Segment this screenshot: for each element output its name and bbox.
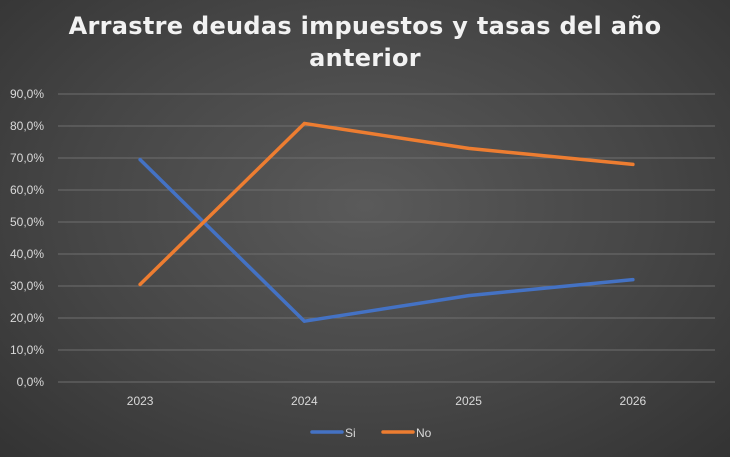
chart-title: Arrastre deudas impuestos y tasas del añ… <box>68 12 662 72</box>
y-tick-label: 70,0% <box>10 151 44 165</box>
x-tick-label: 2025 <box>455 394 482 408</box>
legend-label: Si <box>345 426 356 440</box>
x-tick-label: 2026 <box>620 394 647 408</box>
legend-label: No <box>416 426 432 440</box>
x-tick-label: 2023 <box>127 394 154 408</box>
y-tick-label: 20,0% <box>10 311 44 325</box>
data-point <box>467 294 471 298</box>
series-lines <box>138 121 635 323</box>
y-tick-label: 30,0% <box>10 279 44 293</box>
legend: Si No <box>310 426 432 440</box>
legend-item-si: Si <box>310 426 356 440</box>
gridlines <box>58 93 715 383</box>
y-axis-ticks: 0,0% 10,0% 20,0% 30,0% 40,0% 50,0% 60,0% 70,0% 8… <box>10 87 44 389</box>
y-tick-label: 40,0% <box>10 247 44 261</box>
data-point <box>631 278 635 282</box>
data-point <box>138 282 142 286</box>
legend-item-no: No <box>381 426 432 440</box>
y-tick-label: 10,0% <box>10 343 44 357</box>
x-tick-label: 2024 <box>291 394 318 408</box>
series-line-si <box>138 157 635 323</box>
y-tick-label: 60,0% <box>10 183 44 197</box>
y-tick-label: 50,0% <box>10 215 44 229</box>
y-tick-label: 80,0% <box>10 119 44 133</box>
x-axis-ticks: 2023 2024 2025 2026 <box>127 394 647 408</box>
y-tick-label: 90,0% <box>10 87 44 101</box>
data-point <box>631 162 635 166</box>
data-point <box>302 121 306 125</box>
series-line-no <box>138 121 635 287</box>
data-point <box>138 158 142 162</box>
y-tick-label: 0,0% <box>17 375 45 389</box>
data-point <box>467 146 471 150</box>
data-point <box>302 319 306 323</box>
